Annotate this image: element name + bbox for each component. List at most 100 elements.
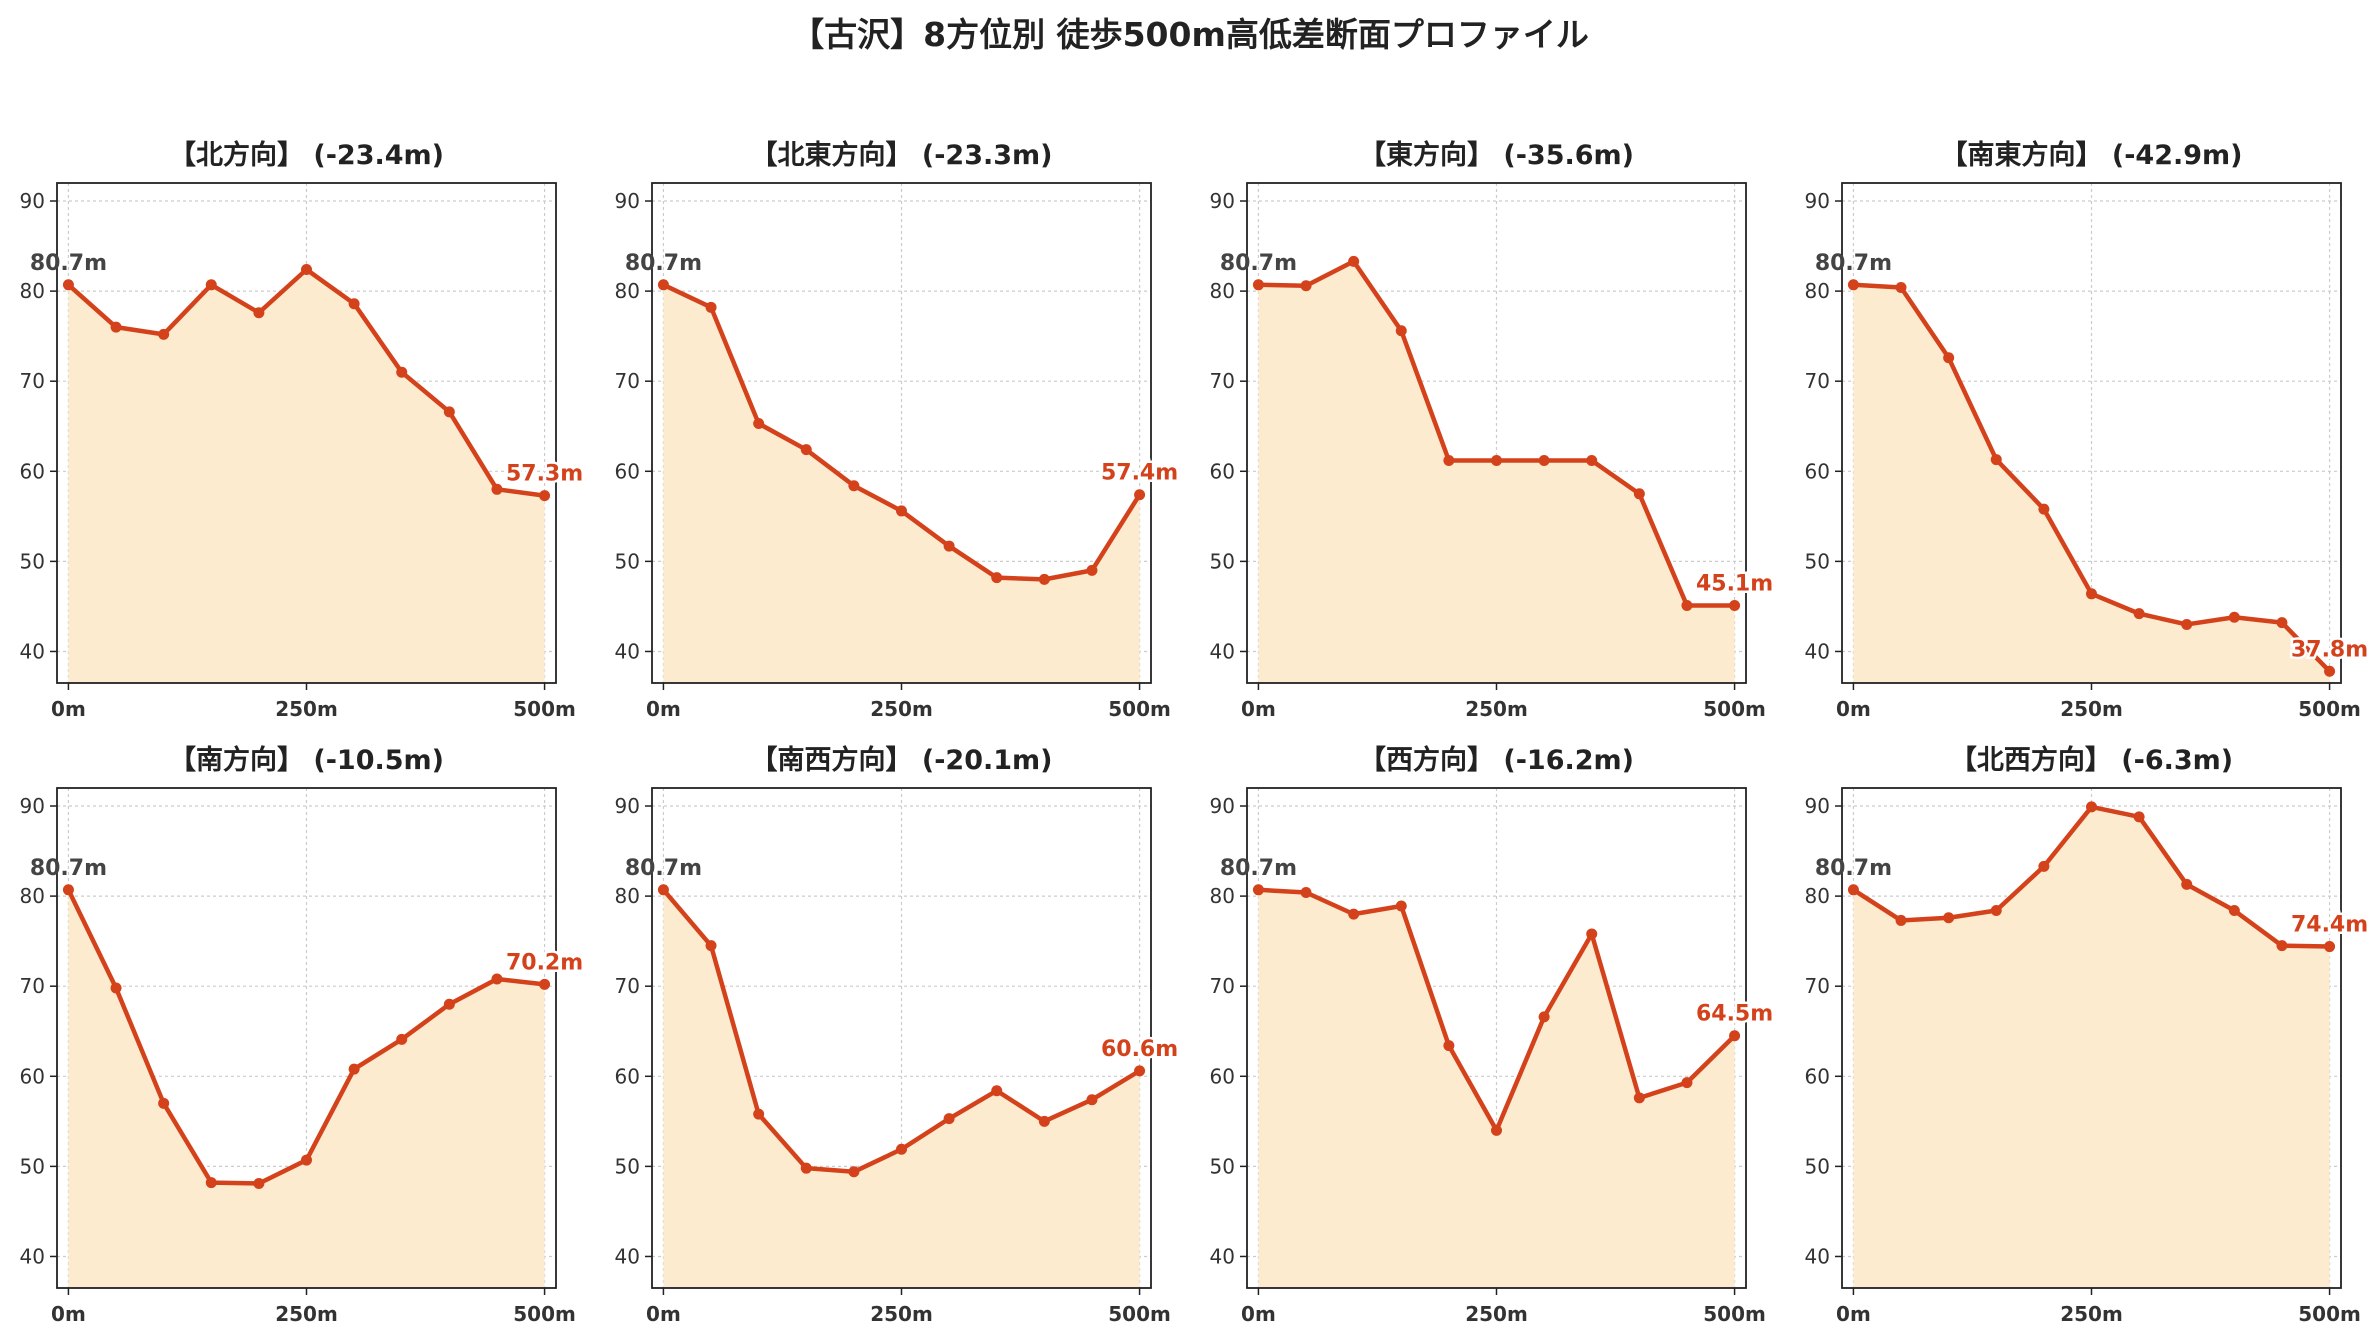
- subplot-title: 【南西方向】 (-20.1m): [750, 744, 1052, 776]
- y-tick-label: 70: [1210, 369, 1235, 393]
- data-point: [1395, 325, 1407, 337]
- x-tick-label: 500m: [513, 697, 576, 721]
- elevation-area: [68, 269, 545, 683]
- start-elevation-label: 80.7m: [1815, 856, 1892, 881]
- y-tick-label: 40: [1210, 1244, 1235, 1268]
- x-tick-label: 0m: [1241, 1302, 1276, 1326]
- data-point: [2276, 940, 2288, 952]
- end-elevation-label: 37.8m: [2291, 637, 2368, 662]
- subplot-title: 【西方向】 (-16.2m): [1359, 744, 1634, 776]
- subplot-4: 【南東方向】 (-42.9m) 40 50 60 70 80 90 0m 250m 500m 80.…: [1805, 139, 2371, 721]
- end-elevation-label: 57.4m: [1101, 461, 1178, 486]
- data-point: [110, 982, 122, 994]
- subplot-7: 【西方向】 (-16.2m) 40 50 60 70 80 90 0m 250m 500m 80.7…: [1210, 744, 1776, 1326]
- data-point: [301, 1154, 312, 1166]
- end-elevation-label: 45.1m: [1696, 572, 1773, 597]
- y-tick-label: 80: [1210, 884, 1235, 908]
- x-tick-label: 500m: [1108, 697, 1171, 721]
- y-tick-label: 50: [20, 549, 45, 573]
- data-point: [1038, 1115, 1050, 1127]
- figure-title: 【古沢】8方位別 徒歩500m高低差断面プロファイル: [791, 15, 1589, 54]
- data-point: [1729, 1030, 1741, 1042]
- subplot-title: 【北東方向】 (-23.3m): [750, 139, 1052, 171]
- data-point: [62, 279, 74, 291]
- data-point: [896, 1143, 907, 1155]
- data-point: [443, 998, 455, 1010]
- data-point: [705, 940, 717, 952]
- end-elevation-label: 57.3m: [506, 462, 583, 487]
- y-tick-label: 60: [20, 459, 45, 483]
- elevation-area: [68, 889, 545, 1288]
- data-point: [753, 418, 765, 430]
- y-tick-label: 60: [615, 1064, 640, 1088]
- data-point: [348, 1063, 360, 1075]
- data-point: [705, 301, 717, 313]
- data-point: [848, 1166, 860, 1178]
- end-elevation-label: 70.2m: [506, 950, 583, 975]
- data-point: [1895, 282, 1907, 294]
- subplot-5: 【南方向】 (-10.5m) 40 50 60 70 80 90 0m 250m 500m 80.7…: [20, 744, 586, 1326]
- data-point: [943, 540, 955, 552]
- y-tick-label: 40: [1805, 1244, 1830, 1268]
- y-tick-label: 40: [1805, 639, 1830, 663]
- data-point: [1348, 908, 1360, 920]
- data-point: [2133, 811, 2145, 823]
- y-tick-label: 50: [615, 1154, 640, 1178]
- elevation-area: [1258, 261, 1735, 683]
- data-point: [253, 1177, 265, 1189]
- start-elevation-label: 80.7m: [1220, 856, 1297, 881]
- subplot-2: 【北東方向】 (-23.3m) 40 50 60 70 80 90 0m 250m 500m 80.…: [615, 139, 1181, 721]
- data-point: [2038, 860, 2050, 872]
- data-point: [1990, 905, 2002, 917]
- data-point: [1895, 914, 1907, 926]
- data-point: [348, 298, 360, 310]
- subplot-1: 【北方向】 (-23.4m) 40 50 60 70 80 90 0m 250m 500m 80.7…: [20, 139, 586, 721]
- data-point: [491, 973, 503, 985]
- start-elevation-label: 80.7m: [30, 856, 107, 881]
- data-point: [396, 366, 408, 378]
- x-tick-label: 250m: [275, 1302, 338, 1326]
- data-point: [896, 505, 907, 517]
- data-point: [2086, 588, 2097, 600]
- y-tick-label: 50: [1805, 1154, 1830, 1178]
- data-point: [991, 572, 1003, 584]
- x-tick-label: 0m: [51, 697, 86, 721]
- x-tick-label: 250m: [1465, 697, 1528, 721]
- data-point: [1586, 454, 1598, 466]
- data-point: [253, 307, 265, 319]
- end-elevation-label: 64.5m: [1696, 1002, 1773, 1027]
- end-elevation-label: 60.6m: [1101, 1037, 1178, 1062]
- data-point: [1134, 489, 1146, 501]
- data-point: [539, 978, 551, 990]
- y-tick-label: 80: [20, 279, 45, 303]
- data-point: [110, 321, 122, 333]
- data-point: [1443, 1040, 1455, 1052]
- data-point: [1729, 600, 1741, 612]
- data-point: [1681, 1077, 1693, 1089]
- elevation-area: [1853, 284, 2330, 683]
- start-elevation-label: 80.7m: [625, 856, 702, 881]
- start-elevation-label: 80.7m: [1815, 251, 1892, 276]
- x-tick-label: 500m: [1108, 1302, 1171, 1326]
- data-point: [1395, 900, 1407, 912]
- y-tick-label: 70: [1805, 974, 1830, 998]
- y-tick-label: 80: [615, 884, 640, 908]
- y-tick-label: 90: [1210, 794, 1235, 818]
- data-point: [205, 1177, 217, 1189]
- data-point: [1491, 454, 1502, 466]
- data-point: [301, 263, 312, 275]
- data-point: [2276, 617, 2288, 629]
- data-point: [1990, 454, 2002, 466]
- y-tick-label: 60: [20, 1064, 45, 1088]
- subplot-title: 【南方向】 (-10.5m): [169, 744, 444, 776]
- y-tick-label: 50: [1210, 1154, 1235, 1178]
- subplot-title: 【北西方向】 (-6.3m): [1950, 744, 2233, 776]
- y-tick-label: 60: [615, 459, 640, 483]
- y-tick-label: 80: [615, 279, 640, 303]
- y-tick-label: 80: [1805, 279, 1830, 303]
- data-point: [539, 490, 551, 502]
- data-point: [943, 1113, 955, 1125]
- y-tick-label: 90: [1805, 189, 1830, 213]
